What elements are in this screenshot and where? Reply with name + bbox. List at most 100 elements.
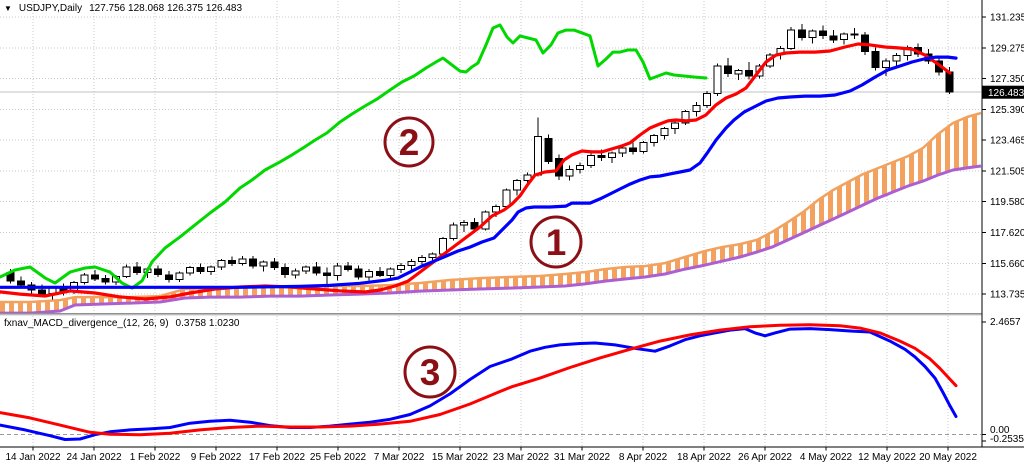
- candle-body: [418, 256, 426, 262]
- price-axis-label: 127.350: [990, 74, 1024, 85]
- indicator-label-row: fxnav_MACD_divergence_(12, 26, 9) 0.3758…: [4, 318, 239, 329]
- x-axis-label: 14 Jan 2022: [5, 452, 60, 463]
- annotation-number: 1: [546, 222, 567, 263]
- annotation-circle: [383, 116, 435, 168]
- chart-title: ▼ USDJPY,Daily 127.756 128.068 126.375 1…: [4, 3, 242, 14]
- macd-axis-label: 2.4657: [990, 317, 1021, 328]
- candle-body: [301, 266, 310, 272]
- indicator-values-readout: 0.3758 1.0230: [175, 318, 240, 329]
- candle-body: [470, 222, 479, 230]
- x-axis-label: 15 Mar 2022: [432, 452, 489, 463]
- macd-macd-line: [0, 327, 958, 441]
- candle-body: [565, 169, 574, 177]
- x-axis-label: 9 Feb 2022: [191, 452, 242, 463]
- candle-body: [354, 268, 363, 278]
- candle-body: [512, 180, 521, 191]
- price-axis-label: 113.735: [990, 290, 1024, 301]
- candle-body: [428, 253, 437, 258]
- candle-body: [618, 147, 627, 154]
- candle-body: [407, 260, 416, 266]
- candle-body: [460, 222, 469, 226]
- price-axis-label: 117.620: [990, 228, 1024, 239]
- price-axis-label: 119.580: [990, 197, 1024, 208]
- circled-annotation-3[interactable]: 3: [403, 345, 457, 399]
- annotation-number: 3: [420, 352, 441, 393]
- x-axis-label: 31 Mar 2022: [554, 452, 611, 463]
- candle-body: [692, 104, 701, 113]
- price-axis-labels: 131.235 129.275 127.350 125.390 123.465 121.5…: [982, 13, 1024, 445]
- candle-body: [38, 289, 47, 295]
- candle-body: [808, 30, 817, 38]
- candle-body: [502, 189, 511, 208]
- macd-axis-label: 0.00: [990, 425, 1010, 436]
- candle-body: [745, 70, 753, 77]
- x-axis-label: 7 Mar 2022: [374, 452, 425, 463]
- candle-body: [164, 274, 173, 280]
- x-axis-label: 25 Feb 2022: [310, 452, 367, 463]
- blue-ma-line: [0, 55, 958, 289]
- candle-body: [607, 152, 616, 159]
- circled-annotation-1[interactable]: 1: [529, 215, 583, 269]
- current-price-tag-label: 126.483: [988, 88, 1024, 99]
- candle-body: [396, 264, 405, 270]
- candle-body: [871, 51, 880, 68]
- candle-body: [291, 270, 300, 276]
- annotation-number: 2: [399, 122, 420, 163]
- candle-body: [280, 267, 289, 276]
- grid-lines: 14 Jan 2022 24 Jan 2022 1 Feb 2022 9 Feb 20…: [0, 1, 981, 463]
- annotation-circle: [529, 215, 583, 269]
- candle-body: [228, 260, 237, 265]
- candle-body: [723, 65, 732, 75]
- price-axis-label: 115.660: [990, 259, 1024, 270]
- candle-body: [713, 65, 722, 95]
- x-axis-label: 20 May 2022: [919, 452, 977, 463]
- price-axis-label: 129.275: [990, 44, 1024, 55]
- candle-body: [323, 272, 331, 277]
- candle-body: [586, 154, 595, 167]
- x-axis-label: 4 May 2022: [800, 452, 853, 463]
- candle-body: [17, 280, 26, 286]
- candle-body: [882, 60, 891, 68]
- candle-body: [681, 111, 690, 124]
- price-axis-label: 125.390: [990, 105, 1024, 116]
- symbol-dropdown-icon[interactable]: ▼: [4, 3, 12, 13]
- panel-separator-highlight: [0, 314, 1024, 316]
- candle-body: [238, 258, 247, 265]
- candle-body: [829, 35, 838, 41]
- annotation-circle: [403, 345, 457, 399]
- candle-body: [491, 206, 500, 213]
- candle-body: [375, 271, 384, 277]
- candle-body: [154, 268, 163, 276]
- candle-body: [818, 30, 827, 37]
- candle-body: [660, 127, 669, 136]
- current-price-tag: [982, 85, 1024, 99]
- x-axis-label: 8 Apr 2022: [619, 452, 668, 463]
- candle-body: [270, 261, 279, 269]
- price-axis-area[interactable]: [982, 0, 1024, 447]
- cloud-bottom-line: [0, 164, 982, 315]
- symbol-period-label: USDJPY,Daily: [18, 3, 83, 14]
- x-axis-label: 26 Apr 2022: [738, 452, 792, 463]
- candle-body: [734, 70, 743, 75]
- macd-signal-line: [0, 323, 958, 437]
- candle-body: [534, 135, 542, 176]
- candle-body: [629, 147, 637, 152]
- candle-body: [333, 265, 342, 277]
- x-axis-label: 12 May 2022: [858, 452, 916, 463]
- price-axis-label: 121.505: [990, 167, 1024, 178]
- candle-body: [702, 93, 711, 106]
- candle-body: [217, 260, 226, 268]
- x-axis-label: 24 Jan 2022: [66, 452, 121, 463]
- indicator-name-label: fxnav_MACD_divergence_(12, 26, 9): [4, 318, 169, 329]
- ohlc-readout: 127.756 128.068 126.375 126.483: [89, 3, 243, 14]
- candle-body: [101, 278, 110, 283]
- circled-annotation-2[interactable]: 2: [383, 116, 435, 168]
- candle-body: [544, 138, 553, 163]
- panel-separator[interactable]: [0, 313, 1024, 315]
- candle-body: [945, 71, 954, 93]
- x-axis-label: 17 Feb 2022: [249, 452, 306, 463]
- x-axis-label: 23 Mar 2022: [493, 452, 550, 463]
